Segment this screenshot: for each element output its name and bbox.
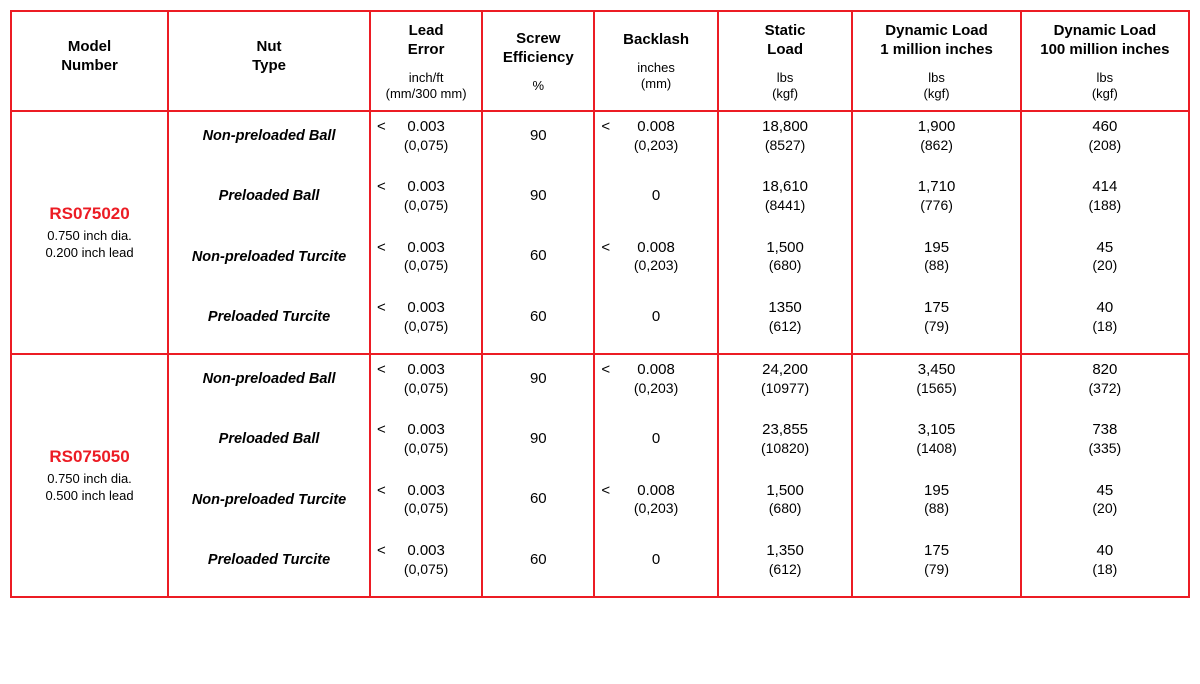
table-row: RS0750200.750 inch dia.0.200 inch leadNo… <box>11 111 1189 172</box>
nut-type: Non-preloaded Turcite <box>168 233 370 293</box>
dynamic-load-100m: 820(372) <box>1021 354 1189 415</box>
less-than-icon: < <box>377 542 386 561</box>
dynamic-load-1m: 195(88) <box>852 233 1020 293</box>
nut-type: Preloaded Ball <box>168 172 370 232</box>
static-load: 1,500(680) <box>718 476 853 536</box>
screw-efficiency: 90 <box>482 172 594 232</box>
dynamic-load-100m: 414(188) <box>1021 172 1189 232</box>
lead-error: <0.003(0,075) <box>370 415 482 475</box>
dynamic-load-100m: 45(20) <box>1021 476 1189 536</box>
col-nut: NutType <box>168 11 370 111</box>
dynamic-load-1m: 175(79) <box>852 536 1020 597</box>
spec-table: ModelNumber NutType LeadErrorinch/ft(mm/… <box>10 10 1190 598</box>
lead-error: <0.003(0,075) <box>370 354 482 415</box>
backlash: 0 <box>594 415 717 475</box>
backlash: 0 <box>594 293 717 354</box>
nut-type: Preloaded Ball <box>168 415 370 475</box>
lead-error: <0.003(0,075) <box>370 111 482 172</box>
screw-efficiency: 60 <box>482 233 594 293</box>
less-than-icon: < <box>377 178 386 197</box>
model-spec: 0.750 inch dia.0.200 inch lead <box>18 228 161 262</box>
model-number: RS075020 <box>18 204 161 224</box>
nut-type: Non-preloaded Turcite <box>168 476 370 536</box>
dynamic-load-1m: 175(79) <box>852 293 1020 354</box>
table-row: Preloaded Ball<0.003(0,075)90018,610(844… <box>11 172 1189 232</box>
less-than-icon: < <box>377 421 386 440</box>
lead-error: <0.003(0,075) <box>370 172 482 232</box>
lead-error: <0.003(0,075) <box>370 536 482 597</box>
less-than-icon: < <box>377 118 386 137</box>
dynamic-load-100m: 40(18) <box>1021 293 1189 354</box>
less-than-icon: < <box>377 482 386 501</box>
static-load: 18,800(8527) <box>718 111 853 172</box>
dynamic-load-100m: 738(335) <box>1021 415 1189 475</box>
backlash: <0.008(0,203) <box>594 354 717 415</box>
col-model: ModelNumber <box>11 11 168 111</box>
static-load: 1350(612) <box>718 293 853 354</box>
col-dyn100: Dynamic Load100 million incheslbs(kgf) <box>1021 11 1189 111</box>
screw-efficiency: 60 <box>482 476 594 536</box>
backlash: 0 <box>594 536 717 597</box>
model-cell: RS075020 0.750 inch dia.0.200 inch lead <box>11 111 168 354</box>
screw-efficiency: 60 <box>482 536 594 597</box>
dynamic-load-1m: 3,105(1408) <box>852 415 1020 475</box>
less-than-icon: < <box>601 482 610 501</box>
model-number: RS075050 <box>18 447 161 467</box>
table-row: Non-preloaded Turcite<0.003(0,075)60<0.0… <box>11 233 1189 293</box>
table-row: Non-preloaded Turcite<0.003(0,075)60<0.0… <box>11 476 1189 536</box>
nut-type: Preloaded Turcite <box>168 536 370 597</box>
static-load: 18,610(8441) <box>718 172 853 232</box>
table-row: RS0750500.750 inch dia.0.500 inch leadNo… <box>11 354 1189 415</box>
col-back: Backlashinches(mm) <box>594 11 717 111</box>
less-than-icon: < <box>601 118 610 137</box>
col-static: StaticLoadlbs(kgf) <box>718 11 853 111</box>
less-than-icon: < <box>377 361 386 380</box>
table-row: Preloaded Turcite<0.003(0,075)6001350(61… <box>11 293 1189 354</box>
lead-error: <0.003(0,075) <box>370 476 482 536</box>
dynamic-load-1m: 1,900(862) <box>852 111 1020 172</box>
less-than-icon: < <box>377 299 386 318</box>
col-eff: ScrewEfficiency% <box>482 11 594 111</box>
less-than-icon: < <box>601 361 610 380</box>
backlash: 0 <box>594 172 717 232</box>
dynamic-load-100m: 460(208) <box>1021 111 1189 172</box>
backlash: <0.008(0,203) <box>594 233 717 293</box>
col-lead: LeadErrorinch/ft(mm/300 mm) <box>370 11 482 111</box>
screw-efficiency: 90 <box>482 415 594 475</box>
screw-efficiency: 90 <box>482 354 594 415</box>
nut-type: Non-preloaded Ball <box>168 111 370 172</box>
table-row: Preloaded Ball<0.003(0,075)90023,855(108… <box>11 415 1189 475</box>
dynamic-load-1m: 195(88) <box>852 476 1020 536</box>
nut-type: Non-preloaded Ball <box>168 354 370 415</box>
static-load: 23,855(10820) <box>718 415 853 475</box>
dynamic-load-100m: 45(20) <box>1021 233 1189 293</box>
dynamic-load-1m: 1,710(776) <box>852 172 1020 232</box>
nut-type: Preloaded Turcite <box>168 293 370 354</box>
static-load: 1,500(680) <box>718 233 853 293</box>
backlash: <0.008(0,203) <box>594 476 717 536</box>
lead-error: <0.003(0,075) <box>370 233 482 293</box>
model-cell: RS075050 0.750 inch dia.0.500 inch lead <box>11 354 168 597</box>
dynamic-load-100m: 40(18) <box>1021 536 1189 597</box>
header-row: ModelNumber NutType LeadErrorinch/ft(mm/… <box>11 11 1189 111</box>
model-spec: 0.750 inch dia.0.500 inch lead <box>18 471 161 505</box>
static-load: 1,350(612) <box>718 536 853 597</box>
less-than-icon: < <box>601 239 610 258</box>
screw-efficiency: 60 <box>482 293 594 354</box>
lead-error: <0.003(0,075) <box>370 293 482 354</box>
col-dyn1: Dynamic Load1 million incheslbs(kgf) <box>852 11 1020 111</box>
table-row: Preloaded Turcite<0.003(0,075)6001,350(6… <box>11 536 1189 597</box>
less-than-icon: < <box>377 239 386 258</box>
screw-efficiency: 90 <box>482 111 594 172</box>
backlash: <0.008(0,203) <box>594 111 717 172</box>
static-load: 24,200(10977) <box>718 354 853 415</box>
dynamic-load-1m: 3,450(1565) <box>852 354 1020 415</box>
